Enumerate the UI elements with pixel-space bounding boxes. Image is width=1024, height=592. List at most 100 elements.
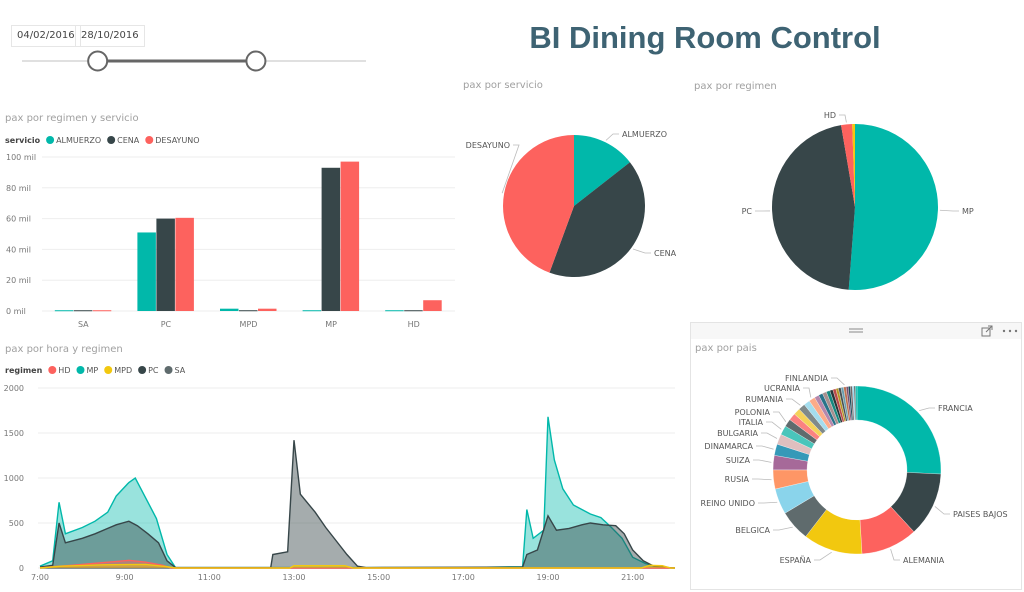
- bar: [340, 161, 360, 311]
- data-label: UCRANIA: [764, 384, 800, 393]
- leader-line: [773, 526, 793, 531]
- data-label: ITALIA: [739, 418, 764, 427]
- start-date-input[interactable]: 04/02/2016: [11, 25, 81, 47]
- area-chart-title: pax por hora y regimen: [5, 344, 123, 355]
- x-tick-label: SA: [78, 320, 89, 328]
- leader-line: [934, 506, 950, 515]
- area-chart: regimen HD MP MPD PC SA 0 500 1000 1500 2000 7:00 9:…: [4, 366, 676, 582]
- legend-marker: [164, 366, 173, 374]
- data-label: CENA: [654, 249, 677, 258]
- legend-title: servicio: [5, 136, 41, 145]
- pie-slice: [503, 135, 574, 273]
- leader-line: [753, 459, 772, 463]
- x-tick-label: 13:00: [282, 573, 305, 582]
- leader-line: [761, 432, 778, 439]
- leader-line: [766, 421, 782, 430]
- bar: [54, 310, 74, 312]
- bar: [220, 308, 239, 311]
- x-tick-label: PC: [161, 320, 172, 328]
- legend-marker: [46, 136, 55, 144]
- data-label: BULGARIA: [717, 429, 758, 438]
- pie-chart-regimen: MP PC HD: [742, 111, 974, 290]
- bar: [92, 310, 112, 312]
- data-label: FRANCIA: [938, 404, 973, 413]
- legend-label: DESAYUNO: [155, 136, 199, 145]
- bar: [404, 310, 423, 312]
- y-tick-label: 40 mil: [6, 245, 31, 254]
- data-label: MP: [962, 207, 974, 216]
- bar-chart-title: pax por regimen y servicio: [5, 113, 139, 124]
- legend-title: regimen: [5, 366, 43, 375]
- slider-end-handle[interactable]: [245, 50, 267, 72]
- y-tick-label: 1500: [4, 429, 24, 438]
- data-label: SUIZA: [726, 456, 751, 465]
- pie-slice: [852, 124, 855, 207]
- y-tick-label: 60 mil: [6, 215, 31, 224]
- bar: [137, 232, 156, 311]
- y-tick-label: 80 mil: [6, 184, 31, 193]
- donut-chart-pais: FRANCIA PAISES BAJOS ALEMANIA ESPAÑA BELGICA…: [701, 374, 1008, 565]
- y-tick-label: 20 mil: [6, 276, 31, 285]
- bar: [73, 310, 93, 312]
- legend-label: PC: [148, 366, 159, 375]
- data-label: PAISES BAJOS: [953, 510, 1008, 519]
- leader-line: [839, 114, 847, 123]
- line-pc: [39, 440, 676, 569]
- slider-start-handle[interactable]: [87, 50, 109, 72]
- legend-marker: [48, 366, 57, 374]
- area-mpd: [40, 564, 675, 568]
- pie-chart-servicio: ALMUERZO CENA DESAYUNO: [466, 130, 677, 277]
- area-hd: [40, 560, 675, 568]
- leader-line: [758, 501, 778, 504]
- data-label: HD: [824, 111, 836, 120]
- bar: [321, 167, 341, 311]
- leader-line: [786, 398, 801, 406]
- x-tick-label: 19:00: [536, 573, 559, 582]
- bar: [239, 310, 258, 312]
- data-label: DESAYUNO: [466, 141, 510, 150]
- legend-marker: [76, 366, 85, 374]
- pie-slice: [841, 124, 855, 207]
- x-tick-label: 11:00: [198, 573, 221, 582]
- x-tick-label: 15:00: [367, 573, 390, 582]
- y-tick-label: 500: [9, 519, 24, 528]
- legend-marker: [107, 136, 116, 144]
- end-date-input[interactable]: 28/10/2016: [75, 25, 145, 47]
- focus-mode-icon[interactable]: [981, 325, 993, 337]
- legend-marker: [104, 366, 113, 374]
- bar: [302, 310, 322, 312]
- data-label: PC: [742, 207, 753, 216]
- pie-regimen-title: pax por regimen: [694, 81, 777, 92]
- data-label: ALEMANIA: [903, 556, 945, 565]
- x-tick-label: HD: [408, 320, 420, 328]
- data-label: RUSIA: [725, 475, 750, 484]
- data-label: ESPAÑA: [780, 555, 812, 565]
- pie-slice: [772, 125, 855, 290]
- leader-line: [814, 551, 832, 561]
- leader-line: [803, 387, 812, 398]
- y-tick-label: 0 mil: [6, 307, 26, 316]
- pie-slice: [574, 135, 630, 206]
- leader-line: [890, 549, 900, 561]
- pie-servicio-title: pax por servicio: [463, 80, 543, 91]
- date-range-slider[interactable]: [0, 45, 380, 79]
- legend-label: SA: [175, 366, 186, 375]
- data-label: ALMUERZO: [622, 130, 667, 139]
- bar-chart: servicio ALMUERZO CENA DESAYUNO 0 mil 20 mil 4…: [5, 136, 455, 328]
- leader-line: [919, 407, 935, 412]
- x-tick-label: MP: [325, 320, 337, 328]
- pie-slice: [856, 385, 942, 475]
- line-mpd: [39, 563, 675, 569]
- bar: [175, 217, 194, 311]
- more-options-icon[interactable]: [1002, 329, 1018, 333]
- y-tick-label: 2000: [4, 384, 24, 393]
- pais-panel: pax por pais: [690, 322, 1022, 590]
- drag-handle-icon[interactable]: [849, 327, 863, 335]
- legend-label: MP: [86, 366, 98, 375]
- data-label: POLONIA: [735, 408, 771, 417]
- pie-slice: [549, 162, 645, 277]
- pie-slice: [848, 124, 939, 290]
- x-tick-label: 21:00: [621, 573, 644, 582]
- area-pc: [40, 440, 675, 568]
- leader-line: [939, 209, 959, 212]
